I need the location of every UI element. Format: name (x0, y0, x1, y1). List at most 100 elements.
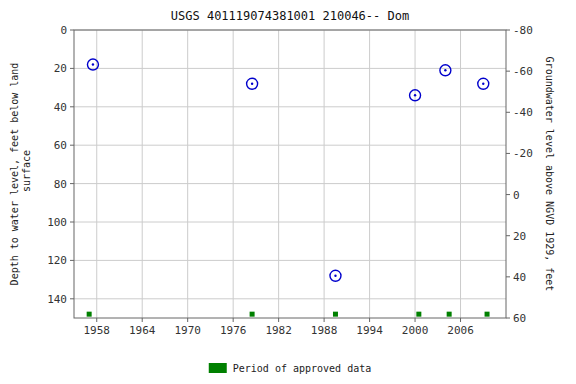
point-dot (251, 83, 253, 85)
x-tick-label: 1964 (129, 324, 156, 337)
point-dot (92, 63, 94, 65)
point-dot (334, 275, 336, 277)
y-tick (70, 106, 74, 107)
approved-marker (87, 312, 92, 317)
point-ring (478, 78, 489, 89)
point-ring (87, 59, 98, 70)
x-tick (369, 318, 370, 322)
y-tick (70, 260, 74, 261)
grid-line-y (74, 260, 506, 261)
y2-tick-label: -20 (513, 147, 533, 160)
point-ring (247, 78, 258, 89)
y2-tick (506, 194, 510, 195)
y-tick-label: 40 (54, 101, 67, 114)
y-tick (70, 298, 74, 299)
y-axis-label: Depth to water level, feet below land su… (9, 63, 32, 286)
grid-line-y (74, 68, 506, 69)
y2-tick-label: -60 (513, 65, 533, 78)
x-tick-label: 2006 (447, 324, 474, 337)
y-tick-label: 60 (54, 139, 67, 152)
x-tick-label: 2000 (402, 324, 429, 337)
x-tick-label: 1994 (356, 324, 383, 337)
x-tick (324, 318, 325, 322)
point-ring (410, 90, 421, 101)
y-tick-label: 120 (47, 254, 67, 267)
x-tick (460, 318, 461, 322)
x-tick (233, 318, 234, 322)
grid-line-y (74, 106, 506, 107)
grid-line-y (74, 145, 506, 146)
grid (74, 30, 506, 318)
y-tick-label: 20 (54, 62, 67, 75)
y2-tick (506, 30, 510, 31)
grid-line-x (233, 30, 234, 318)
data-point (330, 270, 341, 281)
approved-marker (447, 312, 452, 317)
grid-line-x (369, 30, 370, 318)
grid-line-y (74, 183, 506, 184)
data (87, 59, 490, 317)
y2-tick-label: -40 (513, 106, 533, 119)
y-tick-label: 80 (54, 178, 67, 191)
grid-line-x (187, 30, 188, 318)
series (87, 59, 488, 281)
x-tick (415, 318, 416, 322)
data-point (247, 78, 258, 89)
grid-line-x (460, 30, 461, 318)
y-tick (70, 222, 74, 223)
legend-swatch (209, 363, 227, 373)
grid-line-x (142, 30, 143, 318)
y2-tick-label: 0 (513, 189, 520, 202)
y-tick (70, 145, 74, 146)
y-tick (70, 30, 74, 31)
y-tick (70, 68, 74, 69)
y-axis-label-line: surface (21, 150, 32, 198)
y2-tick (506, 235, 510, 236)
x-tick-label: 1976 (220, 324, 247, 337)
data-point (478, 78, 489, 89)
y2-tick (506, 112, 510, 113)
y2-tick (506, 276, 510, 277)
y2-tick-label: -80 (513, 24, 533, 37)
y2-tick-label: 40 (513, 271, 526, 284)
approved-marker (485, 312, 490, 317)
x-tick-label: 1970 (174, 324, 201, 337)
data-point (440, 65, 451, 76)
point-dot (482, 83, 484, 85)
x-tick-label: 1988 (311, 324, 338, 337)
y-axis-label-line: Depth to water level, feet below land (9, 63, 20, 286)
data-point (410, 90, 421, 101)
grid-line-y (74, 298, 506, 299)
axes: 1958196419701976198219881994200020060204… (47, 24, 533, 337)
y-tick-label: 140 (47, 293, 67, 306)
y2-tick-label: 20 (513, 230, 526, 243)
y2-tick (506, 71, 510, 72)
y-tick-label: 0 (60, 24, 67, 37)
x-tick (187, 318, 188, 322)
plot-frame (74, 30, 506, 318)
y2-tick (506, 318, 510, 319)
chart: 1958196419701976198219881994200020060204… (0, 0, 576, 384)
grid-line-x (96, 30, 97, 318)
x-tick-label: 1982 (265, 324, 292, 337)
data-point (87, 59, 98, 70)
grid-line-x (278, 30, 279, 318)
point-ring (440, 65, 451, 76)
y-tick-label: 100 (47, 216, 67, 229)
x-tick (142, 318, 143, 322)
grid-line-x (415, 30, 416, 318)
x-tick-label: 1958 (83, 324, 110, 337)
x-tick (96, 318, 97, 322)
y-tick (70, 183, 74, 184)
y2-axis-label: Groundwater level above NGVD 1929, feet (544, 57, 555, 292)
grid-line-x (324, 30, 325, 318)
series (87, 312, 490, 317)
title: USGS 401119074381001 210046-- Dom (171, 9, 409, 23)
approved-marker (250, 312, 255, 317)
legend-label: Period of approved data (233, 363, 371, 374)
approved-marker (416, 312, 421, 317)
point-ring (330, 270, 341, 281)
point-dot (444, 69, 446, 71)
y2-tick-label: 60 (513, 312, 526, 325)
point-dot (414, 94, 416, 96)
